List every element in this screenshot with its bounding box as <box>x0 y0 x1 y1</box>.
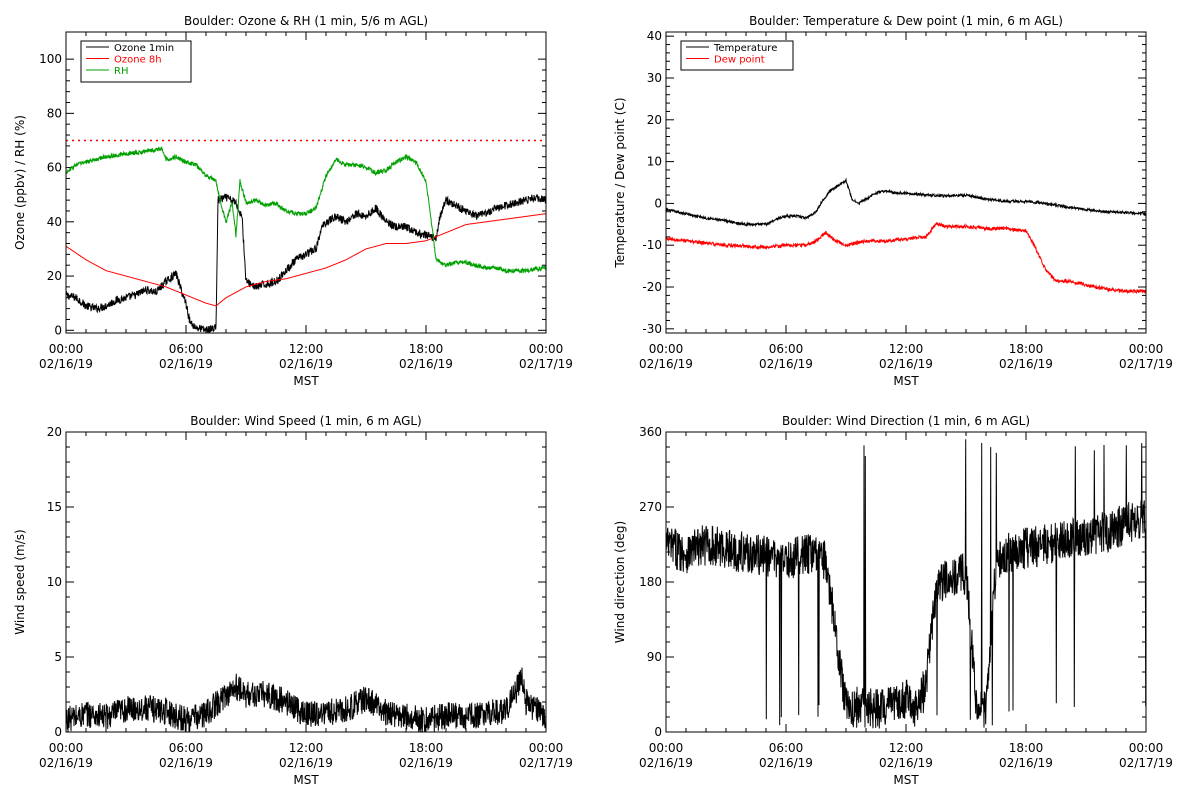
y-tick-label: 20 <box>647 113 662 127</box>
x-tick-date-label: 02/16/19 <box>159 756 213 770</box>
series-line <box>65 667 547 733</box>
legend-box <box>680 40 794 71</box>
x-tick-date-label: 02/16/19 <box>639 756 693 770</box>
y-tick-label: 0 <box>54 323 62 337</box>
y-tick-label: 10 <box>47 575 62 589</box>
y-tick-label: 15 <box>47 500 62 514</box>
plot-frame <box>665 431 1147 733</box>
x-axis-label: MST <box>893 374 919 388</box>
y-tick-label: 30 <box>647 71 662 85</box>
x-tick-date-label: 02/16/19 <box>39 357 93 371</box>
x-tick-time-label: 00:00 <box>529 741 564 755</box>
y-tick-label: -30 <box>642 322 662 336</box>
x-tick-date-label: 02/16/19 <box>639 357 693 371</box>
y-tick-label: 0 <box>654 196 662 210</box>
chart-title: Boulder: Wind Direction (1 min, 6 m AGL) <box>782 414 1030 428</box>
series-line <box>665 439 1147 729</box>
y-axis-label: Temperature / Dew point (C) <box>613 97 627 268</box>
x-tick-time-label: 12:00 <box>889 741 924 755</box>
x-tick-date-label: 02/16/19 <box>759 756 813 770</box>
x-tick-date-label: 02/16/19 <box>759 357 813 371</box>
x-axis-label: MST <box>893 773 919 787</box>
x-tick-time-label: 18:00 <box>409 741 444 755</box>
x-tick-date-label: 02/17/19 <box>519 756 573 770</box>
x-tick-date-label: 02/16/19 <box>879 756 933 770</box>
y-tick-label: 10 <box>647 155 662 169</box>
y-axis-label: Wind direction (deg) <box>613 521 627 643</box>
x-tick-time-label: 12:00 <box>289 342 324 356</box>
y-axis-label: Ozone (ppbv) / RH (%) <box>13 115 27 250</box>
y-tick-label: 0 <box>54 725 62 739</box>
y-tick-label: 80 <box>47 106 62 120</box>
x-tick-date-label: 02/16/19 <box>399 756 453 770</box>
y-tick-label: 0 <box>654 725 662 739</box>
x-tick-time-label: 12:00 <box>289 741 324 755</box>
x-tick-date-label: 02/17/19 <box>519 357 573 371</box>
y-tick-label: 20 <box>47 269 62 283</box>
chart-panel-1: Boulder: Ozone & RH (1 min, 5/6 m AGL) Oz… <box>13 14 573 388</box>
series-line <box>665 221 1147 295</box>
x-tick-time-label: 00:00 <box>49 741 84 755</box>
chart-title: Boulder: Temperature & Dew point (1 min,… <box>749 14 1063 28</box>
x-tick-date-label: 02/16/19 <box>279 756 333 770</box>
x-tick-time-label: 18:00 <box>1009 342 1044 356</box>
chart-panel-4: Boulder: Wind Direction (1 min, 6 m AGL)… <box>613 414 1173 787</box>
y-tick-label: 20 <box>47 425 62 439</box>
x-tick-time-label: 06:00 <box>769 342 804 356</box>
chart-panel-2: Boulder: Temperature & Dew point (1 min,… <box>613 14 1173 388</box>
legend-box <box>80 40 192 83</box>
x-tick-date-label: 02/16/19 <box>279 357 333 371</box>
x-tick-date-label: 02/16/19 <box>159 357 213 371</box>
x-tick-time-label: 00:00 <box>1129 342 1164 356</box>
x-tick-date-label: 02/16/19 <box>999 357 1053 371</box>
plot-frame <box>65 31 547 334</box>
x-tick-time-label: 00:00 <box>649 342 684 356</box>
series-line <box>65 213 546 307</box>
chart-panel-3: Boulder: Wind Speed (1 min, 6 m AGL) Wind… <box>13 414 573 787</box>
x-tick-time-label: 00:00 <box>49 342 84 356</box>
y-tick-label: -20 <box>642 280 662 294</box>
x-tick-time-label: 06:00 <box>169 342 204 356</box>
y-axis-label: Wind speed (m/s) <box>13 529 27 634</box>
x-tick-time-label: 00:00 <box>529 342 564 356</box>
series-line <box>65 193 547 334</box>
legend-label: Ozone 1min <box>114 43 174 54</box>
x-tick-time-label: 06:00 <box>769 741 804 755</box>
x-tick-date-label: 02/16/19 <box>879 357 933 371</box>
x-tick-time-label: 18:00 <box>1009 741 1044 755</box>
y-tick-label: 360 <box>639 425 662 439</box>
x-axis-label: MST <box>293 773 319 787</box>
y-tick-label: 40 <box>647 29 662 43</box>
x-axis-label: MST <box>293 374 319 388</box>
y-tick-label: 60 <box>47 161 62 175</box>
series-line <box>665 177 1147 228</box>
x-tick-time-label: 18:00 <box>409 342 444 356</box>
x-tick-time-label: 00:00 <box>649 741 684 755</box>
y-tick-label: 90 <box>647 650 662 664</box>
chart-title: Boulder: Ozone & RH (1 min, 5/6 m AGL) <box>184 14 428 28</box>
chart-title: Boulder: Wind Speed (1 min, 6 m AGL) <box>190 414 422 428</box>
y-tick-label: 40 <box>47 215 62 229</box>
legend-label: Ozone 8h <box>114 55 162 66</box>
series-line <box>65 146 547 275</box>
plot-frame <box>665 31 1147 334</box>
y-tick-label: 270 <box>639 500 662 514</box>
legend-label: RH <box>114 66 128 77</box>
y-tick-label: 100 <box>39 52 62 66</box>
x-tick-time-label: 12:00 <box>889 342 924 356</box>
y-tick-label: 180 <box>639 575 662 589</box>
x-tick-date-label: 02/17/19 <box>1119 756 1173 770</box>
x-tick-date-label: 02/16/19 <box>39 756 93 770</box>
x-tick-time-label: 00:00 <box>1129 741 1164 755</box>
y-tick-label: -10 <box>642 238 662 252</box>
legend-label: Dew point <box>714 55 765 66</box>
legend-label: Temperature <box>713 43 777 54</box>
plot-frame <box>65 431 547 733</box>
x-tick-date-label: 02/17/19 <box>1119 357 1173 371</box>
x-tick-date-label: 02/16/19 <box>999 756 1053 770</box>
x-tick-date-label: 02/16/19 <box>399 357 453 371</box>
x-tick-time-label: 06:00 <box>169 741 204 755</box>
y-tick-label: 5 <box>54 650 62 664</box>
